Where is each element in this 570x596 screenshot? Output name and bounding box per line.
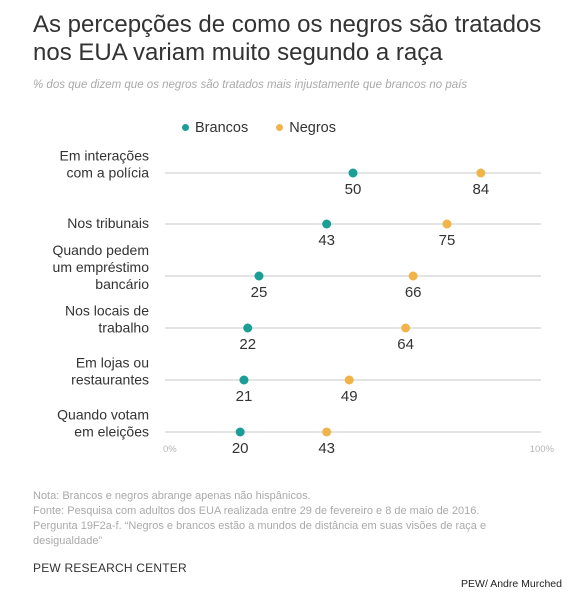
category-label: Quando votam [57,407,149,423]
data-label-brancos: 50 [345,181,362,198]
category-label: Em lojas ou [76,355,149,371]
data-label-negros: 64 [397,336,414,353]
x-tick-label-max: 100% [530,444,555,455]
note-text: Nota: Brancos e negros abrange apenas nã… [33,490,311,502]
data-label-negros: 43 [318,440,335,457]
data-point-negros [476,168,486,178]
data-label-brancos: 43 [318,232,335,249]
source-text: Fonte: Pesquisa com adultos dos EUA real… [33,505,480,517]
data-point-brancos [239,375,249,385]
data-point-brancos [254,271,264,281]
category-label: restaurantes [71,372,149,388]
data-point-negros [408,271,418,281]
category-label: Nos locais de [65,303,149,319]
source-organization: PEW RESEARCH CENTER [33,561,187,575]
data-label-brancos: 22 [239,336,256,353]
title-line-1: As percepções de como os negros são trat… [33,11,542,38]
chart-title: As percepções de como os negros são trat… [33,11,553,67]
data-point-brancos [235,427,245,437]
category-label: com a polícia [67,165,150,181]
legend-dot-negros [276,124,284,131]
data-point-brancos [348,168,358,178]
data-point-brancos [322,219,332,229]
image-credit: PEW/ Andre Murched [461,578,562,590]
legend-label-brancos: Brancos [195,119,249,136]
legend-item-negros: Negros [276,120,336,136]
data-point-brancos [243,323,253,333]
data-point-negros [344,375,354,385]
question-text: Pergunta 19F2a-f. “Negros e brancos estã… [33,520,487,547]
title-line-2: nos EUA variam muito segundo a raça [33,39,443,66]
legend-label-negros: Negros [289,119,336,136]
x-tick-label-min: 0% [163,444,177,455]
data-label-negros: 49 [341,388,358,405]
category-label: Em interações [60,148,149,164]
footnotes: Nota: Brancos e negros abrange apenas nã… [33,489,543,549]
data-label-brancos: 20 [232,440,249,457]
category-label: em eleições [74,424,149,440]
data-label-brancos: 21 [236,388,253,405]
data-point-negros [322,427,332,437]
legend-dot-brancos [182,124,189,131]
chart-subtitle: % dos que dizem que os negros são tratad… [33,79,468,91]
data-label-negros: 66 [405,284,422,301]
legend-item-brancos: Brancos [182,120,248,136]
category-label: Nos tribunais [67,215,149,231]
data-point-negros [442,219,452,229]
category-label: Quando pedem [52,242,149,258]
category-label: bancário [95,276,149,292]
data-point-negros [401,323,411,333]
category-label: um empréstimo [53,259,150,275]
category-label: trabalho [98,320,149,336]
data-label-brancos: 25 [251,284,268,301]
data-label-negros: 75 [439,232,456,249]
data-label-negros: 84 [472,181,489,198]
legend: Brancos Negros [182,119,360,136]
